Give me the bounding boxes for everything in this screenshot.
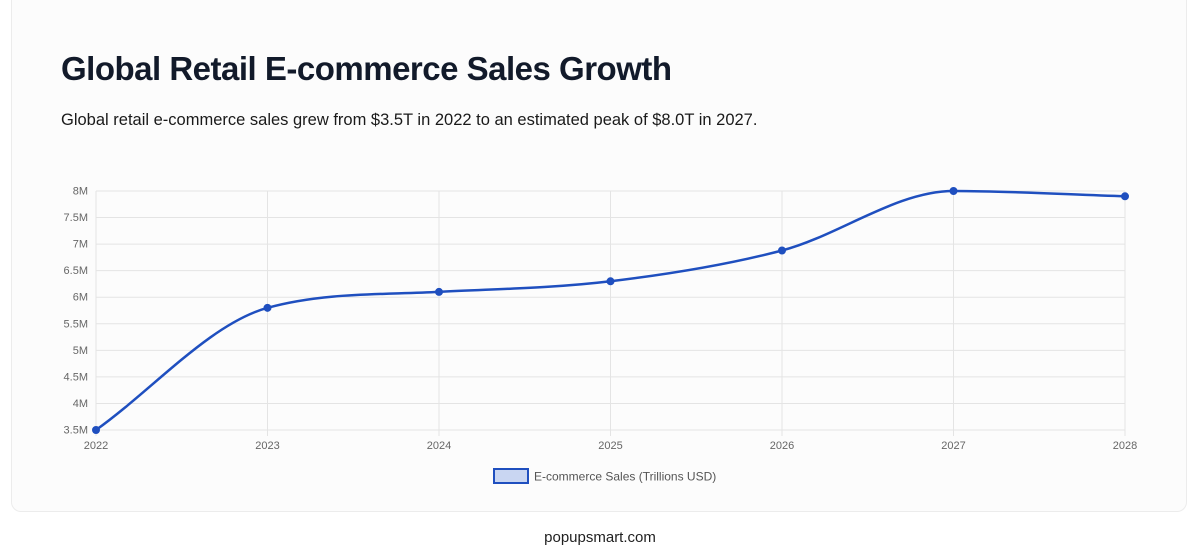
x-tick-label: 2025	[598, 440, 622, 452]
y-tick-label: 4.5M	[64, 371, 88, 383]
data-point	[92, 426, 100, 434]
x-tick-label: 2023	[255, 440, 279, 452]
x-tick-label: 2027	[941, 440, 965, 452]
page-title: Global Retail E-commerce Sales Growth	[61, 50, 672, 87]
data-point	[263, 303, 272, 312]
y-tick-label: 8M	[73, 186, 88, 198]
footer-site-label: popupsmart.com	[544, 529, 656, 546]
x-tick-label: 2028	[1113, 440, 1137, 452]
y-tick-label: 5.5M	[64, 318, 88, 330]
data-point	[778, 246, 786, 255]
y-tick-label: 4M	[73, 398, 88, 410]
legend-label: E-commerce Sales (Trillions USD)	[534, 470, 716, 484]
x-tick-label: 2022	[84, 440, 108, 452]
page-subtitle: Global retail e-commerce sales grew from…	[61, 111, 758, 129]
y-tick-label: 5M	[73, 345, 88, 357]
legend-swatch	[493, 468, 529, 484]
x-tick-label: 2024	[427, 440, 451, 452]
y-tick-label: 7.5M	[64, 212, 88, 224]
line-chart: 3.5M 4M 4.5M 5M 5.5M 6M 6.5M 7M 7.5M 8M 2022 2023 20…	[64, 186, 1137, 484]
y-tick-label: 3.5M	[64, 425, 88, 437]
data-point	[606, 277, 615, 286]
data-point	[435, 287, 443, 296]
y-tick-label: 6.5M	[64, 265, 88, 277]
y-tick-label: 6M	[73, 292, 88, 304]
data-point	[1121, 192, 1129, 201]
legend: E-commerce Sales (Trillions USD)	[493, 468, 716, 484]
y-tick-label: 7M	[73, 239, 88, 251]
data-point	[949, 187, 958, 195]
x-tick-label: 2026	[770, 440, 794, 452]
chart-card	[11, 0, 1187, 512]
